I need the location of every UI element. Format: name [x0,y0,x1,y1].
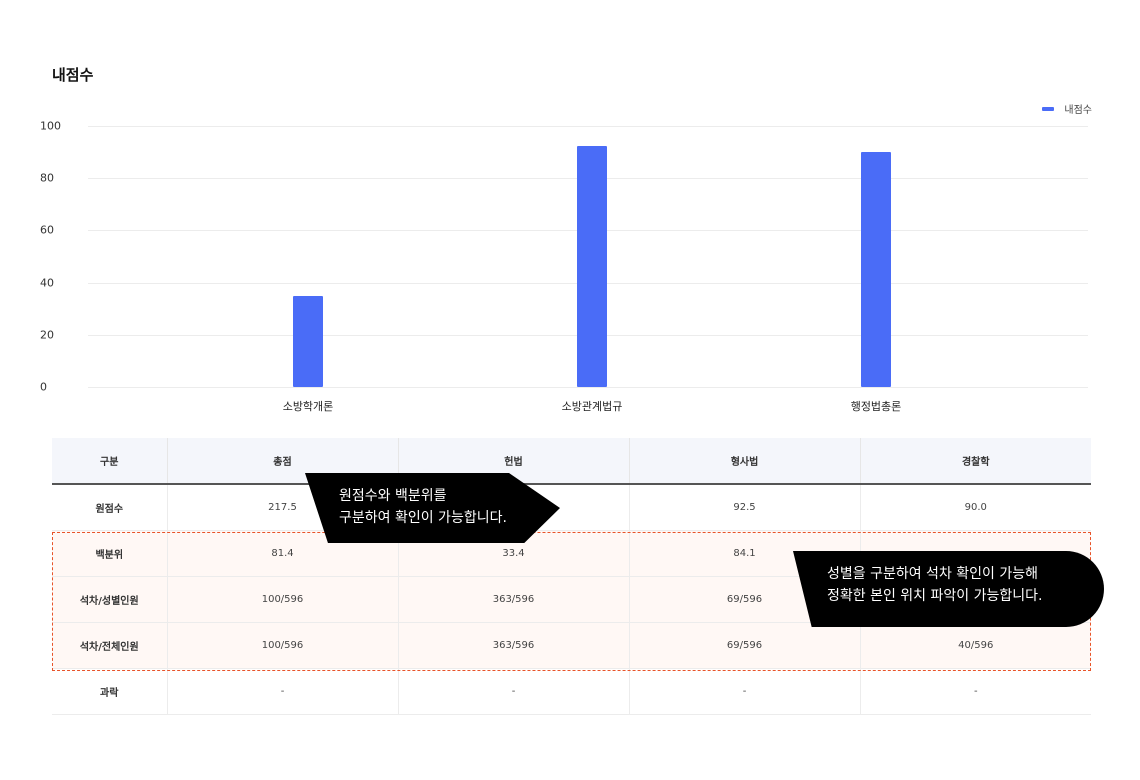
x-label: 소방학개론 [282,400,334,413]
row-label: 석차/성별인원 [52,576,168,623]
bar-소방관계법규[interactable] [577,145,607,387]
table-cell: 100/596 [167,622,399,669]
table-cell: 92.5 [629,484,861,531]
callout-raw-score-percentile: 원점수와 백분위를 구분하여 확인이 가능합니다. [305,473,560,543]
table-cell: - [398,668,630,715]
callout-gender-rank: 성별을 구분하여 석차 확인이 가능해 정확한 본인 위치 파악이 가능합니다. [793,551,1104,627]
row-label: 백분위 [52,530,168,577]
table-row: 석차/전체인원 100/596 363/596 69/596 40/596 [52,622,1091,669]
row-label: 석차/전체인원 [52,622,168,669]
x-label: 행정법총론 [850,400,902,413]
table-cell: 363/596 [398,622,630,669]
bar-chart: 100 80 60 40 20 0 소방학개론 소방관계법규 행정법총론 [40,119,1088,413]
table-row: 과락 - - - - [52,668,1091,715]
table-cell: - [167,668,399,715]
table-header-row: 구분 총점 헌법 형사법 경찰학 [52,438,1091,485]
table-cell: 81.4 [167,530,399,577]
y-tick: 20 [40,328,54,342]
table-cell: 33.4 [398,530,630,577]
bar-소방학개론[interactable] [293,295,323,387]
y-tick: 60 [40,223,54,237]
table-cell: - [860,668,1091,715]
table-row: 원점수 217.5 92.5 90.0 [52,484,1091,531]
header-criminal-law: 형사법 [629,438,861,485]
y-tick: 100 [40,119,61,133]
header-police-science: 경찰학 [860,438,1091,485]
chart-title: 내점수 [52,66,94,84]
table-cell: 69/596 [629,622,861,669]
callout-line: 성별을 구분하여 석차 확인이 가능해 [827,566,1038,582]
table-cell: - [629,668,861,715]
table-cell: 100/596 [167,576,399,623]
table-cell: 363/596 [398,576,630,623]
header-category: 구분 [52,438,168,485]
x-label: 소방관계법규 [561,400,623,413]
callout-line: 원점수와 백분위를 [339,488,447,504]
y-tick: 80 [40,171,54,185]
legend-label: 내점수 [1064,105,1092,116]
y-tick: 0 [40,380,47,394]
bar-행정법총론[interactable] [861,152,891,387]
y-tick: 40 [40,276,54,290]
callout-line: 정확한 본인 위치 파악이 가능합니다. [827,588,1043,604]
chart-legend: 내점수 [1042,101,1092,116]
legend-swatch-icon [1042,106,1055,111]
table-cell: 90.0 [860,484,1091,531]
gridline [88,387,1088,388]
table-cell: 40/596 [860,622,1091,669]
gridline [88,126,1088,127]
row-label: 과락 [52,668,168,715]
callout-line: 구분하여 확인이 가능합니다. [339,510,507,526]
row-label: 원점수 [52,484,168,531]
